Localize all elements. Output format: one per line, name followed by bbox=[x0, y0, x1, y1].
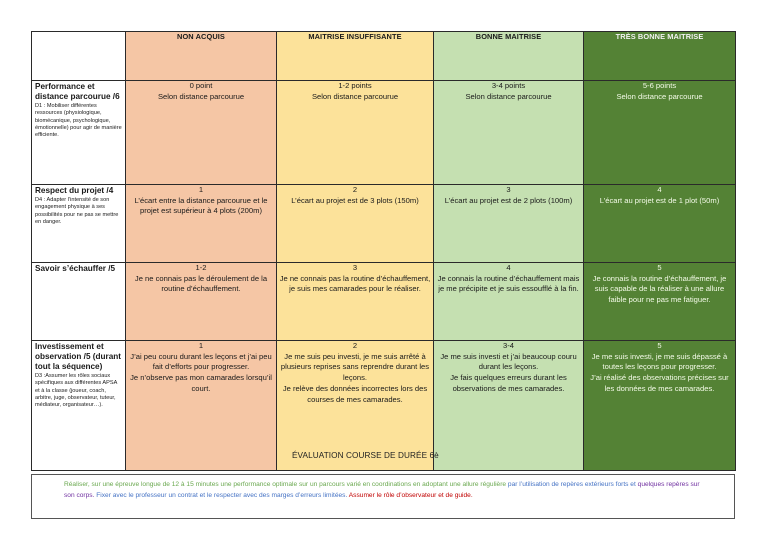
cell-score: 1 bbox=[198, 185, 204, 195]
cell-score: 5 bbox=[657, 263, 662, 273]
header-non-acquis: NON ACQUIS bbox=[125, 31, 277, 81]
evaluation-title-overlay: ÉVALUATION COURSE DE DURÉE 6è bbox=[292, 451, 439, 460]
cell-score: 4 bbox=[657, 185, 662, 195]
cell-score: 3 bbox=[352, 263, 358, 273]
level-cell: 3 Je ne connais pas la routine d’échauffe… bbox=[276, 262, 434, 341]
level-cell: 1-2 Je ne connais pas le déroulement de l… bbox=[125, 262, 277, 341]
cell-text: Je connais la routine d’échauffement mai… bbox=[437, 273, 580, 294]
evaluation-rubric-table: NON ACQUIS MAITRISE INSUFFISANTE BONNE M… bbox=[31, 31, 736, 471]
level-cell: 4 L’écart au projet est de 1 plot (50m) bbox=[583, 184, 736, 263]
level-cell: 5 Je me suis investi, je me suis dépassé … bbox=[583, 340, 736, 471]
footer-objective-reperes-exterieurs: par l’utilisation de repères extérieurs … bbox=[507, 481, 636, 488]
cell-score: 3 bbox=[506, 185, 511, 195]
header-bonne-maitrise: BONNE MAITRISE bbox=[433, 31, 584, 81]
criterion-title: Investissement et observation /5 (durant… bbox=[35, 342, 121, 371]
level-cell: 3-4 Je me suis investi et j’ai beaucoup c… bbox=[433, 340, 584, 471]
cell-score: 3-4 points bbox=[491, 81, 526, 91]
cell-text: L’écart au projet est de 2 plots (100m) bbox=[444, 195, 573, 205]
cell-text: Selon distance parcourue bbox=[311, 91, 399, 101]
footer-objective-reperes-corps: quelques repères sur son corps. bbox=[64, 481, 700, 500]
criterion-title: Performance et distance parcourue /6 bbox=[35, 82, 120, 101]
header-maitrise-insuffisante: MAITRISE INSUFFISANTE bbox=[276, 31, 434, 81]
cell-score: 1 bbox=[198, 341, 204, 351]
objectives-footer-box: Réaliser, sur une épreuve longue de 12 à… bbox=[31, 474, 735, 519]
footer-objective-observateur: Assumer le rôle d’observateur et de guid… bbox=[348, 492, 473, 500]
cell-text: Je ne connais pas le déroulement de la r… bbox=[134, 273, 268, 294]
level-cell: 1-2 points Selon distance parcourue bbox=[276, 80, 434, 185]
criterion-description: D4 : Adapter l’intensité de son engageme… bbox=[35, 197, 119, 225]
cell-score: 2 bbox=[352, 341, 358, 351]
header-criteria-blank bbox=[31, 31, 126, 81]
cell-score: 5-6 points bbox=[642, 81, 677, 91]
criterion-title: Savoir s’échauffer /5 bbox=[35, 264, 116, 273]
cell-score: 4 bbox=[506, 263, 511, 273]
cell-text: L’écart au projet est de 3 plots (150m) bbox=[291, 195, 419, 205]
cell-score: 3-4 bbox=[503, 341, 514, 351]
cell-text: Je me suis peu investi, je me suis arrêt… bbox=[280, 351, 430, 404]
criterion-cell: Performance et distance parcourue /6 D1 … bbox=[31, 80, 126, 185]
cell-score: 5 bbox=[657, 341, 662, 351]
level-cell: 1 L’écart entre la distance parcourue et … bbox=[125, 184, 277, 263]
cell-text: Selon distance parcourue bbox=[616, 91, 703, 101]
footer-objective-contrat: Fixer avec le professeur un contrat et l… bbox=[96, 492, 348, 500]
level-cell: 5 Je connais la routine d’échauffement, j… bbox=[583, 262, 736, 341]
cell-text: J’ai peu couru durant les leçons et j’ai… bbox=[130, 351, 272, 393]
level-cell: 3 L’écart au projet est de 2 plots (100m) bbox=[433, 184, 584, 263]
cell-text: Je connais la routine d’échauffement, je… bbox=[592, 273, 727, 305]
criterion-description: D1 : Mobiliser différentes ressources (p… bbox=[35, 103, 122, 139]
rubric-row-echauffement: Savoir s’échauffer /5 1-2 Je ne connais p… bbox=[31, 262, 736, 341]
criterion-cell: Investissement et observation /5 (durant… bbox=[31, 340, 126, 471]
criterion-description: D3 :Assumer les rôles sociaux spécifique… bbox=[35, 373, 117, 409]
cell-text: Je ne connais pas la routine d’échauffem… bbox=[279, 273, 431, 294]
cell-score: 2 bbox=[352, 185, 358, 195]
cell-text: L’écart au projet est de 1 plot (50m) bbox=[599, 195, 720, 205]
level-cell: 4 Je connais la routine d’échauffement ma… bbox=[433, 262, 584, 341]
level-cell: 1 J’ai peu couru durant les leçons et j’a… bbox=[125, 340, 277, 471]
cell-text: Selon distance parcourue bbox=[465, 91, 552, 101]
level-cell: 5-6 points Selon distance parcourue bbox=[583, 80, 736, 185]
footer-objective-performance: Réaliser, sur une épreuve longue de 12 à… bbox=[64, 481, 507, 488]
rubric-row-performance: Performance et distance parcourue /6 D1 … bbox=[31, 80, 736, 185]
rubric-row-investissement: Investissement et observation /5 (durant… bbox=[31, 340, 736, 471]
cell-text: L’écart entre la distance parcourue et l… bbox=[134, 195, 268, 216]
level-cell: 2 L’écart au projet est de 3 plots (150m) bbox=[276, 184, 434, 263]
cell-score: 0 point bbox=[189, 81, 213, 91]
cell-score: 1-2 points bbox=[338, 81, 372, 91]
cell-text: Je me suis investi et j’ai beaucoup cour… bbox=[440, 351, 577, 393]
cell-score: 1-2 bbox=[195, 263, 207, 273]
criterion-cell: Respect du projet /4 D4 : Adapter l’inte… bbox=[31, 184, 126, 263]
criterion-cell: Savoir s’échauffer /5 bbox=[31, 262, 126, 341]
header-tres-bonne-maitrise: TRÈS BONNE MAITRISE bbox=[583, 31, 736, 81]
rubric-row-respect-projet: Respect du projet /4 D4 : Adapter l’inte… bbox=[31, 184, 736, 263]
criterion-title: Respect du projet /4 bbox=[35, 186, 114, 195]
cell-text: Je me suis investi, je me suis dépassé à… bbox=[590, 351, 729, 393]
header-row: NON ACQUIS MAITRISE INSUFFISANTE BONNE M… bbox=[31, 31, 736, 81]
level-cell: 0 point Selon distance parcourue bbox=[125, 80, 277, 185]
cell-text: Selon distance parcourue bbox=[157, 91, 245, 101]
level-cell: 2 Je me suis peu investi, je me suis arrê… bbox=[276, 340, 434, 471]
level-cell: 3-4 points Selon distance parcourue bbox=[433, 80, 584, 185]
